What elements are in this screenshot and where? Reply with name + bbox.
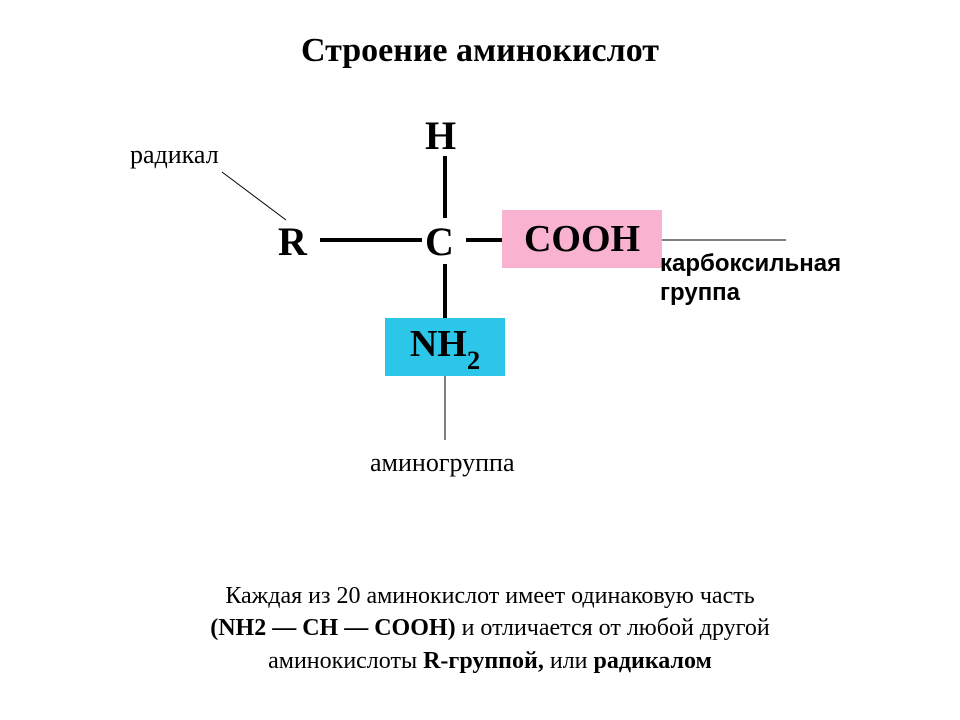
amino-acid-diagram: H C R COOH NH2 радикал карбоксильная гру… <box>170 100 790 500</box>
label-amino: аминогруппа <box>370 448 515 478</box>
caption-text: Каждая из 20 аминокислот имеет одинакову… <box>100 580 880 677</box>
label-carboxyl: карбоксильная группа <box>660 250 841 308</box>
page-title: Строение аминокислот <box>0 32 960 70</box>
label-radical: радикал <box>130 140 219 170</box>
